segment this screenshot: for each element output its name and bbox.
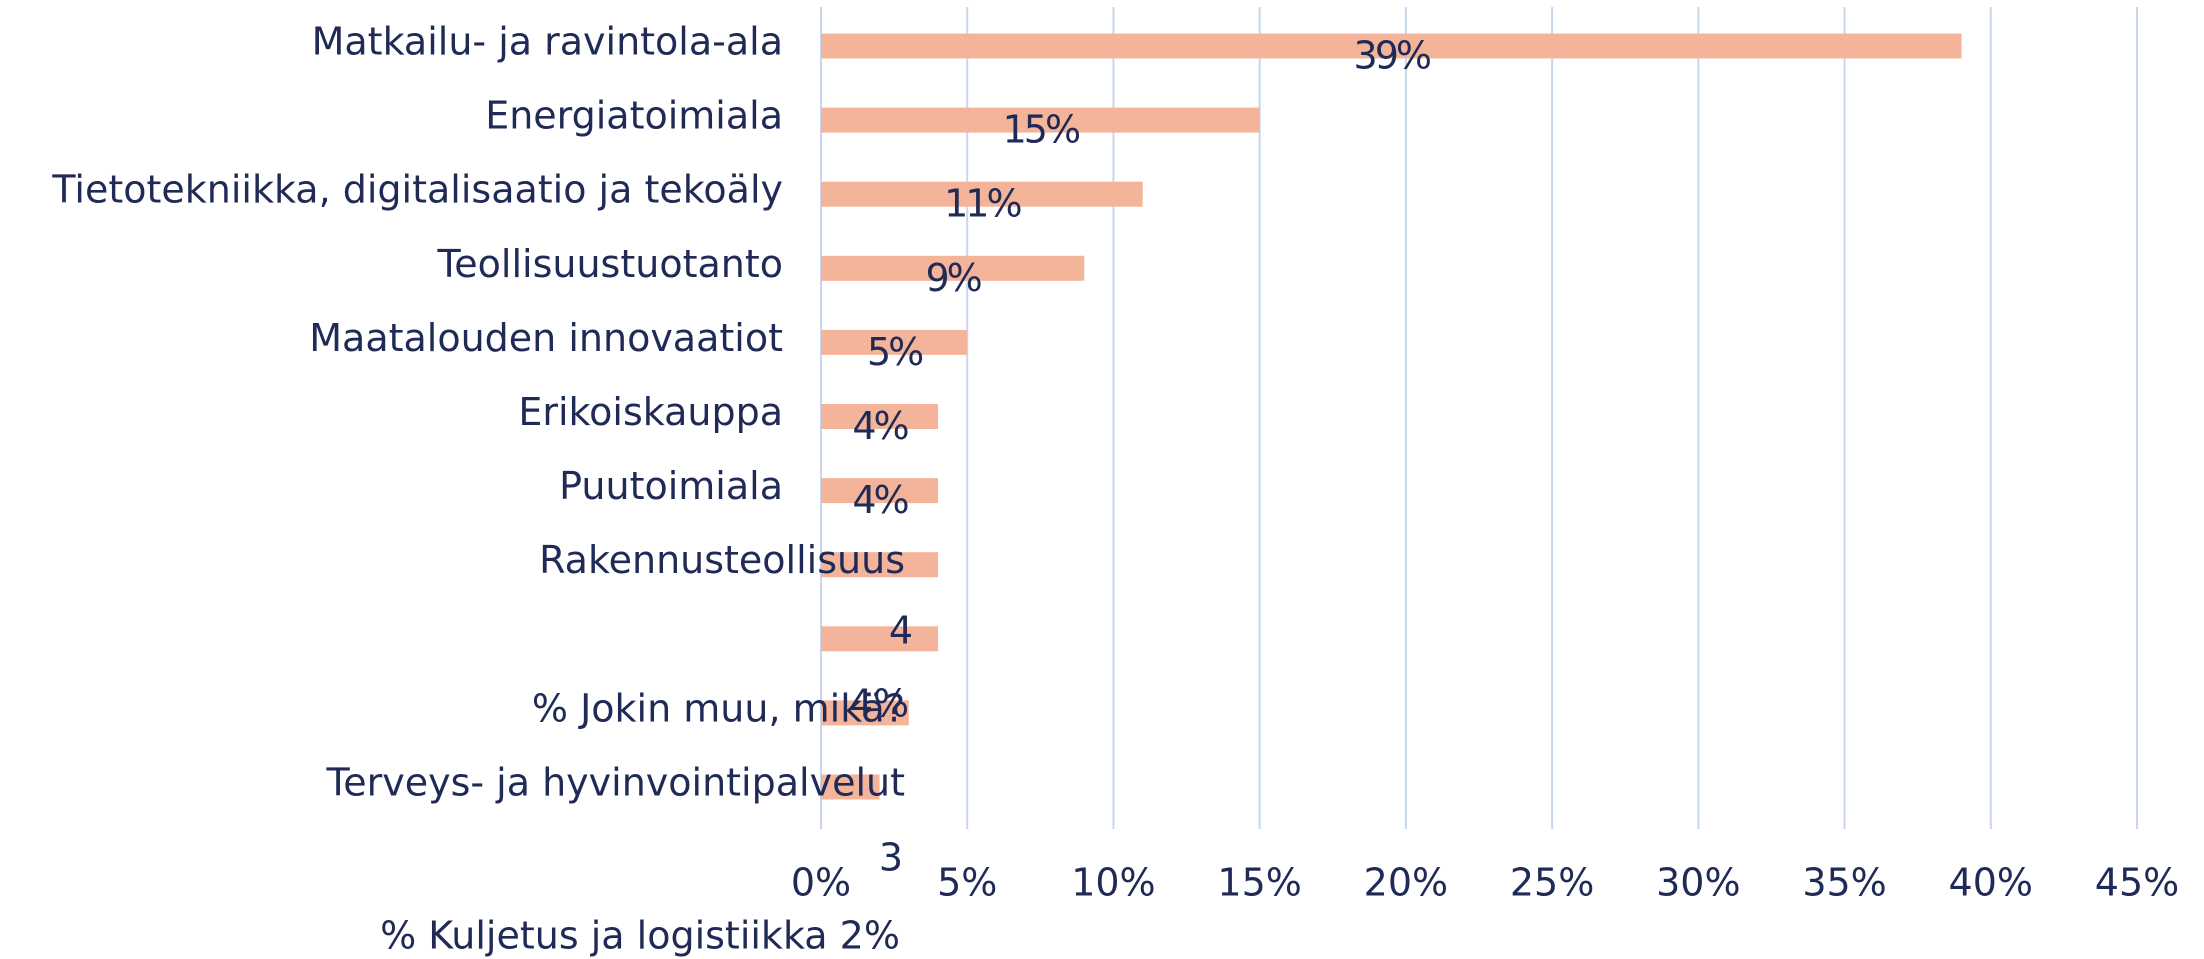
- value-label: 15%: [1003, 108, 1080, 152]
- bar: [821, 404, 938, 429]
- x-tick-label: 45%: [2095, 861, 2179, 905]
- bar: [821, 181, 1143, 207]
- category-label: Rakennusteollisuus: [539, 538, 905, 582]
- x-tick-label: 40%: [1949, 861, 2033, 905]
- annotation: 4%: [849, 682, 909, 726]
- category-label: % Jokin muu, mikä?: [532, 686, 905, 730]
- bar: [821, 478, 938, 504]
- bar: [821, 33, 1962, 59]
- x-tick-label: 0%: [791, 861, 851, 905]
- bar: [821, 774, 880, 800]
- category-label: Erikoiskauppa: [518, 390, 783, 434]
- value-label: 4%: [852, 404, 908, 448]
- x-tick-label: 25%: [1510, 861, 1594, 905]
- annotation: 3: [879, 836, 903, 880]
- category-label: Teollisuustuotanto: [437, 242, 783, 286]
- value-label: 9%: [925, 256, 981, 300]
- value-label: 4%: [852, 478, 908, 522]
- bar: [821, 107, 1260, 133]
- value-label: 11%: [944, 182, 1021, 226]
- x-tick-label: 35%: [1802, 861, 1886, 905]
- bar: [821, 626, 938, 652]
- x-tick-label: 5%: [937, 861, 997, 905]
- annotation: 4: [889, 609, 913, 653]
- value-label: 39%: [1354, 34, 1431, 78]
- x-tick-label: 30%: [1656, 861, 1740, 905]
- x-tick-label: 20%: [1364, 861, 1448, 905]
- category-label: Tietotekniikka, digitalisaatio ja tekoäl…: [51, 168, 783, 212]
- annotation: % Kuljetus ja logistiikka 2%: [380, 914, 900, 958]
- value-label: 5%: [867, 330, 923, 374]
- bar: [821, 255, 1085, 281]
- category-label: Terveys- ja hyvinvointipalvelut: [325, 761, 905, 805]
- category-label: Maatalouden innovaatiot: [309, 316, 783, 360]
- category-label: Matkailu- ja ravintola-ala: [312, 20, 783, 64]
- bar: [821, 700, 909, 726]
- bar: [821, 329, 968, 355]
- bar: [821, 552, 938, 578]
- category-label: Puutoimiala: [559, 464, 783, 508]
- category-label: Energiatoimiala: [485, 94, 783, 138]
- x-tick-label: 10%: [1071, 861, 1155, 905]
- x-tick-label: 15%: [1217, 861, 1301, 905]
